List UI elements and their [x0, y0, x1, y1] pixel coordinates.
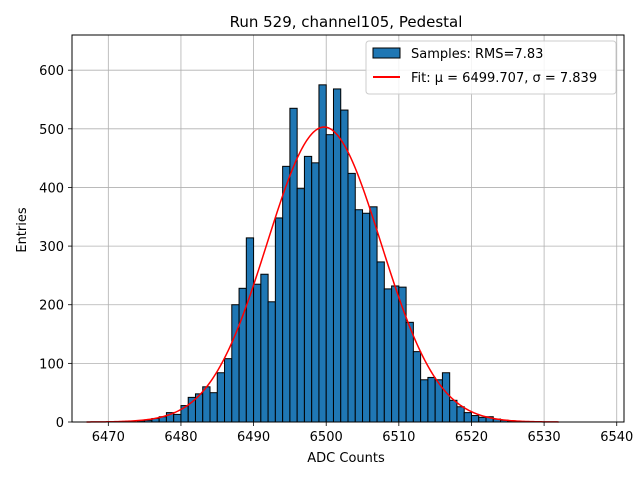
- x-tick-label: 6480: [164, 430, 197, 445]
- y-axis-title: Entries: [15, 207, 30, 253]
- histogram-bar: [274, 217, 284, 423]
- histogram-bar: [405, 321, 414, 423]
- histogram-bar: [456, 406, 465, 423]
- histogram-bar: [231, 304, 240, 423]
- y-tick-label: 600: [39, 64, 64, 79]
- histogram-bar: [463, 412, 472, 423]
- histogram-bar: [347, 172, 356, 423]
- legend-samples-swatch: [372, 47, 401, 59]
- legend: Samples: RMS=7.83 Fit: μ = 6499.707, σ =…: [365, 40, 617, 95]
- y-tick-label: 500: [39, 123, 64, 138]
- histogram-bar: [449, 399, 458, 423]
- histogram-bars: [136, 84, 516, 423]
- histogram-bar: [383, 288, 393, 423]
- histogram-bar: [369, 206, 378, 423]
- histogram-bar: [289, 107, 298, 423]
- histogram-bar: [441, 372, 451, 423]
- y-axis-ticks: 0 100 200 300 400 500 600: [39, 64, 72, 431]
- fit-curve: [86, 126, 559, 423]
- histogram-bar: [376, 261, 385, 423]
- histogram-bar: [412, 351, 422, 423]
- legend-box: [365, 40, 617, 95]
- histogram-bar: [354, 209, 364, 423]
- y-tick-label: 300: [39, 240, 64, 255]
- histogram-bar: [311, 162, 320, 423]
- legend-samples-label: Samples: RMS=7.83: [411, 47, 543, 62]
- histogram-bar: [173, 413, 182, 423]
- histogram-bar: [470, 415, 480, 423]
- histogram-bar: [478, 416, 487, 423]
- histogram-bar: [216, 372, 226, 423]
- y-tick-label: 100: [39, 357, 64, 372]
- x-tick-label: 6540: [600, 430, 633, 445]
- y-tick-label: 200: [39, 299, 64, 314]
- histogram-bar: [245, 237, 255, 423]
- histogram-bar: [318, 84, 327, 423]
- x-axis-ticks: 6470 6480 6490 6500 6510 6520 6530 6540: [92, 422, 633, 445]
- histogram-bar: [340, 109, 349, 423]
- legend-fit-label: Fit: μ = 6499.707, σ = 7.839: [411, 71, 597, 86]
- histogram-bar: [267, 301, 276, 423]
- histogram-bar: [296, 188, 305, 423]
- x-tick-label: 6500: [310, 430, 343, 445]
- y-tick-label: 400: [39, 181, 64, 196]
- histogram-bar: [202, 386, 211, 423]
- histogram-bar: [362, 212, 371, 423]
- chart-title: Run 529, channel105, Pedestal: [230, 13, 463, 31]
- histogram-bar: [325, 134, 334, 423]
- x-tick-label: 6530: [528, 430, 561, 445]
- histogram-bar: [282, 165, 291, 423]
- x-tick-label: 6470: [92, 430, 125, 445]
- histogram-bar: [187, 396, 196, 423]
- histogram-bar: [427, 376, 436, 423]
- plot-frame: [71, 34, 625, 423]
- histogram-bar: [224, 358, 233, 423]
- x-tick-label: 6510: [382, 430, 415, 445]
- histogram-bar: [260, 273, 269, 423]
- x-tick-label: 6490: [237, 430, 270, 445]
- x-tick-label: 6520: [455, 430, 488, 445]
- histogram-bar: [253, 283, 262, 423]
- y-tick-label: 0: [56, 416, 64, 431]
- histogram-bar: [303, 155, 313, 423]
- x-axis-title: ADC Counts: [307, 451, 385, 466]
- histogram-bar: [420, 379, 429, 423]
- histogram-bar: [391, 285, 400, 423]
- histogram-bar: [209, 392, 218, 423]
